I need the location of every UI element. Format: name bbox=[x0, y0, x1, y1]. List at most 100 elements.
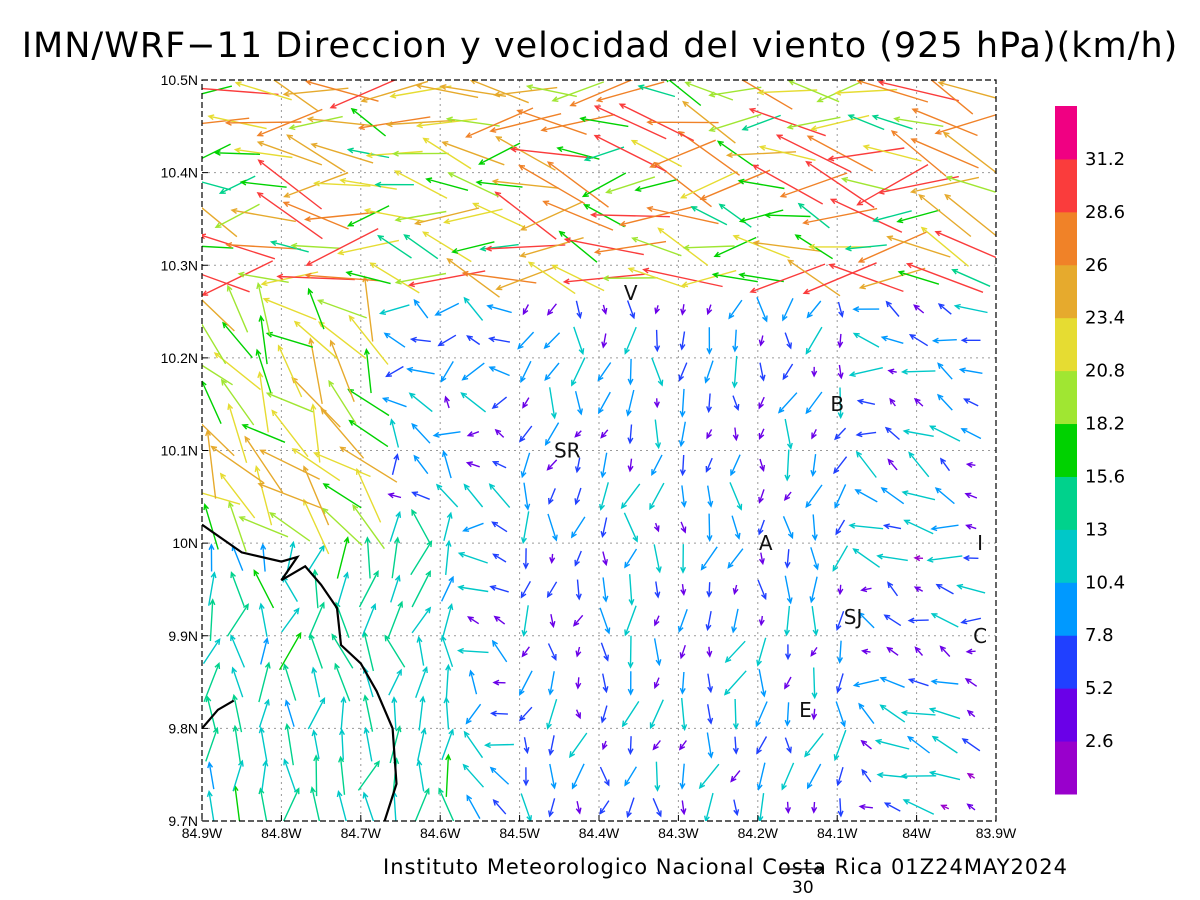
wind-vector bbox=[362, 694, 374, 732]
wind-vector bbox=[833, 729, 847, 762]
wind-vector bbox=[627, 358, 634, 386]
wind-vector bbox=[258, 602, 268, 637]
wind-vector bbox=[491, 461, 507, 469]
wind-vector bbox=[835, 701, 846, 728]
wind-vector bbox=[913, 397, 924, 407]
wind-vector bbox=[495, 266, 556, 291]
wind-vector bbox=[494, 191, 557, 240]
wind-vector bbox=[781, 762, 795, 791]
wind-vector bbox=[411, 606, 432, 634]
wind-vector bbox=[623, 512, 638, 543]
wind-vector bbox=[958, 367, 983, 374]
wind-vector bbox=[259, 449, 321, 480]
wind-vector bbox=[625, 389, 635, 417]
wind-vector bbox=[486, 304, 512, 314]
wind-vector bbox=[706, 393, 713, 414]
wind-vector bbox=[213, 149, 261, 156]
wind-vector bbox=[257, 159, 323, 210]
wind-vector bbox=[462, 763, 485, 788]
wind-vector bbox=[805, 484, 823, 509]
wind-vector bbox=[435, 483, 459, 508]
x-tick-label: 84W bbox=[902, 825, 932, 841]
wind-vector bbox=[784, 644, 792, 661]
wind-vector bbox=[880, 335, 904, 344]
wind-vector bbox=[549, 614, 556, 629]
wind-vector bbox=[601, 740, 608, 751]
wind-vector bbox=[389, 510, 402, 542]
wind-vector bbox=[852, 548, 881, 568]
wind-vector bbox=[253, 569, 275, 609]
wind-vector bbox=[388, 668, 402, 696]
wind-vector bbox=[848, 367, 883, 377]
wind-vector bbox=[463, 483, 484, 508]
wind-vector bbox=[303, 211, 380, 223]
wind-vector bbox=[844, 244, 887, 252]
wind-vector bbox=[394, 210, 447, 223]
wind-vector bbox=[488, 483, 511, 508]
city-label: SJ bbox=[844, 605, 863, 629]
wind-vector bbox=[931, 735, 958, 754]
wind-vector bbox=[855, 431, 877, 438]
wind-vector bbox=[310, 403, 321, 463]
wind-vector bbox=[563, 237, 644, 256]
wind-vector bbox=[389, 85, 452, 99]
wind-vector bbox=[679, 454, 686, 477]
wind-vector bbox=[391, 150, 449, 157]
wind-vector bbox=[599, 607, 611, 635]
wind-vector bbox=[707, 704, 714, 725]
wind-vector bbox=[871, 114, 913, 130]
wind-vector bbox=[654, 419, 662, 450]
wind-vector bbox=[422, 137, 472, 170]
wind-vector bbox=[491, 178, 559, 189]
wind-vector bbox=[544, 422, 560, 446]
wind-vector bbox=[329, 339, 355, 403]
wind-vector bbox=[205, 726, 219, 762]
wind-vector bbox=[901, 490, 936, 501]
wind-vector bbox=[437, 334, 457, 347]
wind-vector bbox=[732, 736, 739, 755]
wind-vector bbox=[321, 507, 363, 546]
wind-vector bbox=[595, 81, 665, 103]
wind-vector bbox=[276, 273, 355, 281]
wind-vector bbox=[228, 500, 247, 552]
wind-vector bbox=[434, 302, 460, 316]
wind-vector bbox=[708, 86, 762, 98]
wind-vector bbox=[331, 633, 354, 669]
wind-vector bbox=[574, 430, 582, 438]
wind-vector bbox=[759, 458, 766, 473]
wind-vector bbox=[416, 759, 425, 792]
wind-vector bbox=[651, 357, 664, 387]
wind-vector bbox=[911, 108, 978, 137]
wind-vector bbox=[682, 244, 735, 251]
wind-vector bbox=[684, 81, 734, 101]
wind-vector bbox=[680, 800, 687, 816]
wind-vector bbox=[575, 709, 581, 720]
wind-vector bbox=[352, 503, 385, 550]
wind-vector bbox=[759, 362, 766, 382]
wind-vector bbox=[391, 453, 400, 475]
wind-vector bbox=[966, 803, 976, 811]
wind-vector bbox=[828, 263, 904, 293]
wind-vector bbox=[254, 465, 273, 526]
wind-vector bbox=[466, 431, 480, 437]
wind-vector bbox=[491, 639, 508, 663]
wind-vector bbox=[784, 801, 792, 815]
wind-vector bbox=[451, 241, 495, 254]
wind-vector bbox=[646, 119, 719, 126]
y-tick-label: 9.9N bbox=[168, 628, 198, 644]
wind-vector bbox=[861, 768, 872, 783]
wind-vector bbox=[682, 100, 736, 144]
wind-vector bbox=[627, 635, 634, 669]
wind-vector bbox=[340, 695, 347, 730]
wind-vector bbox=[624, 605, 637, 637]
wind-vector bbox=[411, 508, 431, 545]
wind-vector bbox=[303, 498, 330, 555]
wind-vector bbox=[391, 696, 398, 730]
wind-vector bbox=[837, 387, 844, 420]
wind-vector bbox=[460, 392, 487, 413]
wind-vector bbox=[756, 637, 767, 667]
wind-vector bbox=[718, 203, 752, 228]
wind-vector bbox=[520, 452, 531, 479]
wind-vector bbox=[806, 300, 822, 319]
wind-vector bbox=[652, 798, 662, 818]
